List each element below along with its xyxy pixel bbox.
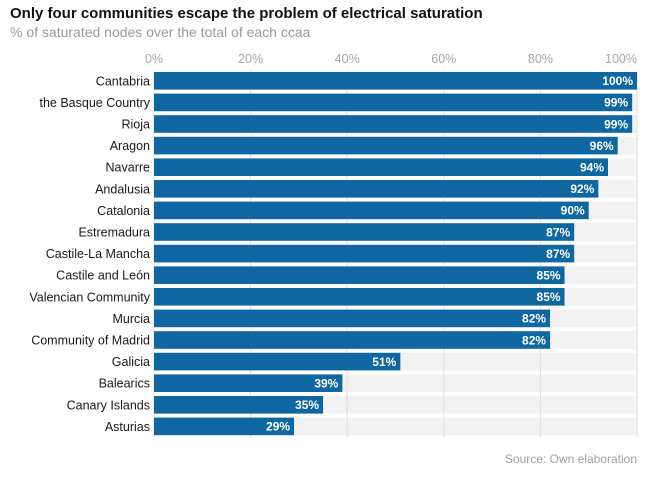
- value-label: 82%: [522, 312, 546, 326]
- category-label: Castile and León: [56, 269, 150, 283]
- bar: [154, 223, 575, 241]
- value-label: 85%: [537, 269, 561, 283]
- category-label: the Basque Country: [40, 96, 151, 110]
- value-label: 87%: [546, 225, 570, 239]
- value-label: 87%: [546, 247, 570, 261]
- bar: [154, 266, 565, 284]
- value-label: 92%: [570, 182, 594, 196]
- value-label: 35%: [295, 398, 319, 412]
- value-label: 94%: [580, 161, 604, 175]
- value-label: 100%: [602, 74, 633, 88]
- category-label: Galicia: [112, 355, 150, 369]
- bar: [154, 93, 633, 112]
- category-label: Rioja: [122, 118, 151, 132]
- value-label: 51%: [372, 355, 396, 369]
- category-label: Andalusia: [95, 182, 150, 196]
- category-label: Navarre: [106, 161, 151, 175]
- bar: [154, 201, 589, 220]
- bar: [154, 374, 343, 392]
- value-label: 99%: [604, 96, 628, 110]
- category-label: Canary Islands: [67, 398, 150, 412]
- bar: [154, 331, 551, 349]
- value-label: 90%: [561, 204, 585, 218]
- category-label: Catalonia: [97, 204, 150, 218]
- x-tick-label: 80%: [528, 52, 553, 66]
- category-label: Cantabria: [96, 74, 150, 88]
- category-label: Murcia: [112, 312, 150, 326]
- value-label: 39%: [314, 377, 338, 391]
- bar: [154, 136, 618, 155]
- x-tick-label: 100%: [605, 52, 637, 66]
- value-label: 82%: [522, 333, 546, 347]
- chart-subtitle: % of saturated nodes over the total of e…: [10, 24, 311, 40]
- bar: [154, 72, 637, 90]
- category-label: Castile-La Mancha: [46, 247, 150, 261]
- chart-title: Only four communities escape the problem…: [10, 5, 483, 22]
- bar: [154, 180, 599, 198]
- value-label: 29%: [266, 420, 290, 434]
- bar: [154, 352, 401, 371]
- bar: [154, 115, 633, 133]
- bar: [154, 158, 609, 176]
- source-note: Source: Own elaboration: [504, 452, 637, 466]
- bar: [154, 396, 324, 414]
- category-label: Asturias: [105, 420, 150, 434]
- category-label: Estremadura: [78, 226, 150, 240]
- bar: [154, 309, 551, 328]
- bar: [154, 417, 295, 436]
- bar: [154, 244, 575, 263]
- category-label: Aragon: [110, 139, 150, 153]
- x-tick-label: 0%: [145, 52, 163, 66]
- category-label: Community of Madrid: [31, 334, 150, 348]
- category-label: Valencian Community: [29, 290, 150, 304]
- value-label: 85%: [537, 290, 561, 304]
- category-label: Balearics: [99, 377, 150, 391]
- x-tick-label: 40%: [335, 52, 360, 66]
- x-tick-label: 20%: [238, 52, 263, 66]
- bar: [154, 288, 565, 306]
- x-tick-label: 60%: [431, 52, 456, 66]
- value-label: 99%: [604, 117, 628, 131]
- value-label: 96%: [590, 139, 614, 153]
